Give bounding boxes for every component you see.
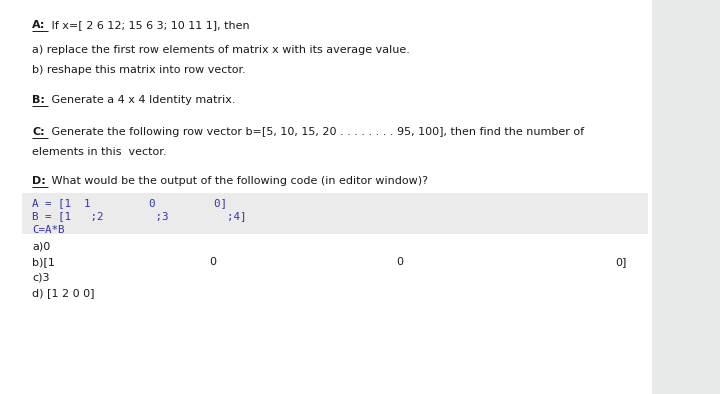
Text: A = [1  1         0         0]: A = [1 1 0 0]	[32, 198, 228, 208]
FancyBboxPatch shape	[22, 193, 648, 234]
Text: b)[1: b)[1	[32, 257, 55, 267]
Text: What would be the output of the following code (in editor window)?: What would be the output of the followin…	[48, 176, 428, 186]
Text: a) replace the first row elements of matrix x with its average value.: a) replace the first row elements of mat…	[32, 45, 410, 55]
Text: c)3: c)3	[32, 273, 50, 282]
Text: B:: B:	[32, 95, 45, 104]
Text: 0]: 0]	[616, 257, 627, 267]
Text: Generate the following row vector b=[5, 10, 15, 20 . . . . . . . . 95, 100], the: Generate the following row vector b=[5, …	[48, 127, 584, 137]
Text: A:: A:	[32, 20, 46, 30]
Text: 0: 0	[209, 257, 216, 267]
Text: a)0: a)0	[32, 241, 50, 251]
Text: elements in this  vector.: elements in this vector.	[32, 147, 167, 156]
Text: C:: C:	[32, 127, 45, 137]
Text: 0: 0	[396, 257, 403, 267]
Text: Generate a 4 x 4 Identity matrix.: Generate a 4 x 4 Identity matrix.	[48, 95, 235, 104]
Text: If x=[ 2 6 12; 15 6 3; 10 11 1], then: If x=[ 2 6 12; 15 6 3; 10 11 1], then	[48, 20, 249, 30]
Text: d) [1 2 0 0]: d) [1 2 0 0]	[32, 288, 95, 298]
Text: C=A*B: C=A*B	[32, 225, 65, 235]
Text: D:: D:	[32, 176, 46, 186]
FancyBboxPatch shape	[0, 0, 652, 394]
Text: B = [1   ;2        ;3         ;4]: B = [1 ;2 ;3 ;4]	[32, 212, 247, 221]
Text: b) reshape this matrix into row vector.: b) reshape this matrix into row vector.	[32, 65, 246, 75]
